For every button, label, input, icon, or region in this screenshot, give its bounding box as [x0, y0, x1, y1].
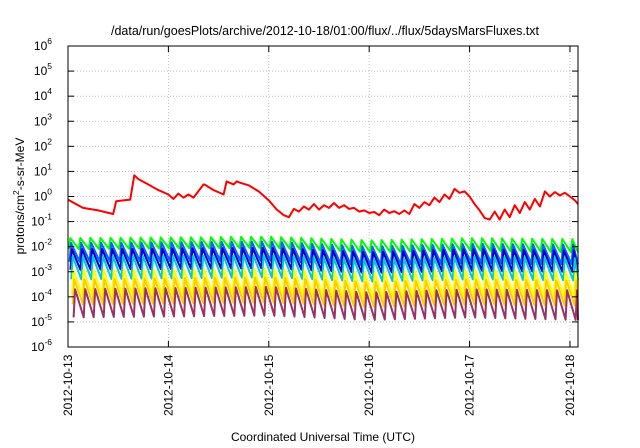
series-line [67, 235, 579, 254]
series-line [67, 174, 579, 221]
y-tick-label: 10-6 [31, 337, 52, 354]
y-tick-label: 10-1 [31, 212, 52, 229]
x-tick-label: 2012-10-18 [563, 354, 577, 416]
series-line [72, 285, 579, 321]
x-tick-label: 2012-10-17 [463, 354, 477, 416]
y-tick-label: 104 [34, 86, 52, 103]
y-axis-label: protons/cm2-s-sr-MeV [11, 138, 27, 255]
series-line [71, 267, 579, 299]
y-ticks: 10-6 10-5 10-4 10-3 10-2 10-1 100 101 102 103 104 1… [31, 36, 578, 354]
plot-lines [67, 174, 579, 321]
y-tick-label: 100 [34, 187, 52, 204]
y-tick-label: 10-4 [31, 287, 52, 304]
series-line [69, 246, 579, 274]
x-ticks: 2012-10-13 2012-10-14 2012-10-15 2012-10-16… [61, 46, 577, 416]
x-axis-label: Coordinated Universal Time (UTC) [231, 430, 415, 444]
series-line [68, 240, 579, 267]
y-tick-label: 106 [34, 36, 52, 53]
series-line [71, 276, 579, 308]
chart-title: /data/run/goesPlots/archive/2012-10-18/0… [111, 24, 540, 38]
y-tick-label: 10-3 [31, 262, 52, 279]
y-tick-label: 102 [34, 136, 52, 153]
x-tick-label: 2012-10-14 [161, 354, 175, 416]
x-tick-label: 2012-10-15 [262, 354, 276, 416]
series-line [70, 254, 579, 283]
y-tick-label: 101 [34, 161, 52, 178]
y-tick-label: 10-2 [31, 237, 52, 254]
x-tick-label: 2012-10-16 [362, 354, 376, 416]
y-tick-label: 103 [34, 111, 52, 128]
y-tick-label: 105 [34, 61, 52, 78]
y-tick-label: 10-5 [31, 312, 52, 329]
x-tick-label: 2012-10-13 [61, 354, 75, 416]
